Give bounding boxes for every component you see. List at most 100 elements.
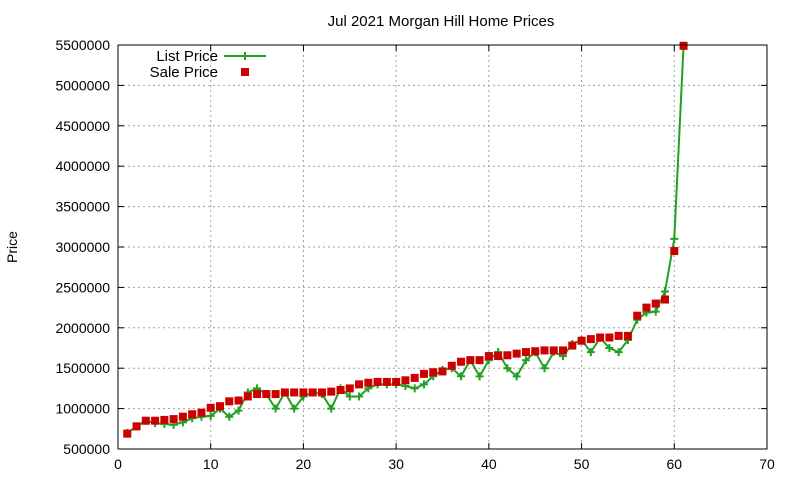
sale-price-point <box>577 336 586 345</box>
y-tick-label: 2000000 <box>55 320 110 336</box>
sale-price-point <box>327 387 336 396</box>
sale-price-point <box>623 331 632 340</box>
sale-price-point <box>605 333 614 342</box>
sale-price-point <box>559 346 568 355</box>
sale-price-point <box>123 429 132 438</box>
y-tick-label: 1500000 <box>55 360 110 376</box>
sale-price-point <box>169 415 178 424</box>
list-price-point <box>234 406 243 415</box>
x-tick-label: 70 <box>759 456 775 472</box>
list-price-point <box>661 287 670 296</box>
list-price-point <box>651 307 660 316</box>
sale-price-point <box>355 380 364 389</box>
y-tick-label: 3000000 <box>55 239 110 255</box>
list-price-point <box>605 344 614 352</box>
sale-price-point <box>596 333 605 342</box>
sale-price-point <box>262 390 271 399</box>
list-price-point <box>419 380 428 389</box>
sale-price-point <box>243 392 252 401</box>
sale-price-point <box>568 341 577 350</box>
sale-price-point <box>540 346 549 355</box>
legend-marker-list-price <box>241 52 249 60</box>
sale-price-point <box>299 388 308 397</box>
sale-price-point <box>410 373 419 382</box>
sale-price-point <box>345 384 354 393</box>
sale-price-point <box>178 412 187 421</box>
x-tick-label: 0 <box>114 456 122 472</box>
sale-price-point <box>206 403 215 412</box>
list-price-point <box>586 348 595 357</box>
x-tick-label: 20 <box>296 456 312 472</box>
sale-price-point <box>253 390 262 399</box>
sale-price-point <box>457 357 466 366</box>
sale-price-point <box>549 346 558 355</box>
y-tick-label: 4000000 <box>55 158 110 174</box>
sale-price-point <box>494 352 503 361</box>
x-tick-label: 10 <box>203 456 219 472</box>
sale-price-point <box>308 388 317 397</box>
axis-ticks: 500000 1000000 1500000 2000000 2500000 300000… <box>55 37 775 472</box>
sale-price-point <box>317 388 326 397</box>
list-price-point <box>327 404 336 413</box>
list-price-point <box>271 404 280 413</box>
sale-price-point <box>661 295 670 304</box>
list-price-point <box>457 372 466 381</box>
sale-price-point <box>586 335 595 344</box>
sale-price-point <box>151 416 160 425</box>
list-price-point <box>345 392 354 401</box>
y-tick-label: 5000000 <box>55 77 110 93</box>
sale-price-point <box>160 415 169 424</box>
y-tick-label: 1000000 <box>55 401 110 417</box>
sale-price-point <box>197 408 206 417</box>
list-price-point <box>503 364 512 373</box>
sale-price-point <box>503 351 512 360</box>
list-price-point <box>225 412 234 421</box>
y-tick-label: 2500000 <box>55 279 110 295</box>
sale-price-point <box>475 356 484 365</box>
chart-title: Jul 2021 Morgan Hill Home Prices <box>328 13 555 30</box>
sale-price-point <box>521 348 530 357</box>
sale-price-point <box>141 416 150 425</box>
list-price-point <box>614 348 623 357</box>
list-price-point <box>512 372 521 381</box>
sale-price-point <box>651 299 660 308</box>
sale-price-point <box>290 388 299 397</box>
sale-price-point <box>447 361 456 370</box>
sale-price-point <box>614 331 623 340</box>
sale-price-point <box>364 378 373 387</box>
sale-price-point <box>642 303 651 312</box>
x-tick-label: 40 <box>481 456 497 472</box>
sale-price-point <box>670 247 679 256</box>
y-axis-label: Price <box>4 231 20 263</box>
sale-price-point <box>679 41 688 50</box>
sale-price-point <box>373 377 382 386</box>
sale-price-point <box>271 390 280 399</box>
sale-price-point <box>280 388 289 397</box>
y-tick-label: 5500000 <box>55 37 110 53</box>
y-tick-label: 3500000 <box>55 199 110 215</box>
x-tick-label: 60 <box>666 456 682 472</box>
sale-price-point <box>382 377 391 386</box>
plot-frame <box>117 44 768 450</box>
legend-label-sale-price: Sale Price <box>150 64 218 81</box>
sale-price-point <box>633 311 642 320</box>
sale-price-point <box>132 422 141 431</box>
sale-price-point <box>466 356 475 365</box>
sale-price-point <box>188 410 197 419</box>
sale-price-point <box>392 377 401 386</box>
x-tick-label: 30 <box>388 456 404 472</box>
sale-price-point <box>419 369 428 378</box>
list-price-point <box>206 411 215 420</box>
list-price-point <box>540 364 549 373</box>
sale-price-point <box>438 367 447 376</box>
sale-price-point <box>225 397 234 406</box>
sale-price-point <box>336 386 345 395</box>
list-price-line <box>126 45 685 434</box>
list-price-point <box>521 356 530 365</box>
sale-price-point <box>484 352 493 361</box>
list-price-point <box>290 404 299 413</box>
sale-price-point <box>215 402 224 411</box>
grid-lines <box>118 45 767 449</box>
